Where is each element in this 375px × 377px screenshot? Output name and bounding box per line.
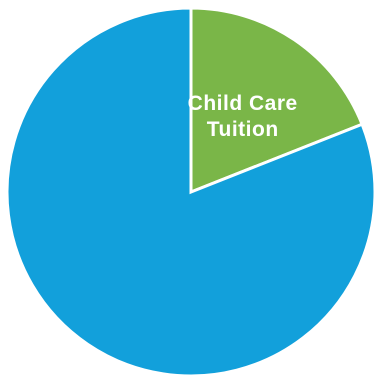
slice-label-line: Child Care — [188, 92, 298, 115]
slice-label-0: Child Care Tuition — [188, 92, 298, 141]
pie-slice-1 — [5, 6, 375, 377]
slice-label-line: Tuition — [207, 118, 279, 141]
pie-slice-0 — [189, 6, 365, 195]
pie-labels: Child Care Tuition — [188, 92, 298, 141]
pie-slices — [5, 6, 375, 377]
